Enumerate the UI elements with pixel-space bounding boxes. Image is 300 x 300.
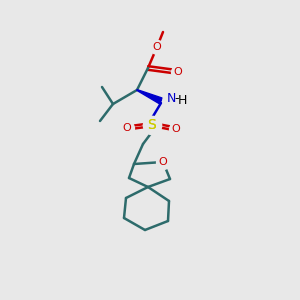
Text: -: - [175, 92, 179, 106]
Text: S: S [148, 118, 156, 132]
Polygon shape [137, 90, 162, 104]
Text: H: H [177, 94, 187, 107]
Text: O: O [174, 67, 182, 77]
Text: S: S [148, 118, 156, 132]
Text: O: O [123, 123, 131, 133]
Text: O: O [159, 157, 167, 167]
Text: O: O [153, 42, 161, 52]
Text: O: O [172, 124, 180, 134]
Text: N: N [166, 92, 176, 106]
